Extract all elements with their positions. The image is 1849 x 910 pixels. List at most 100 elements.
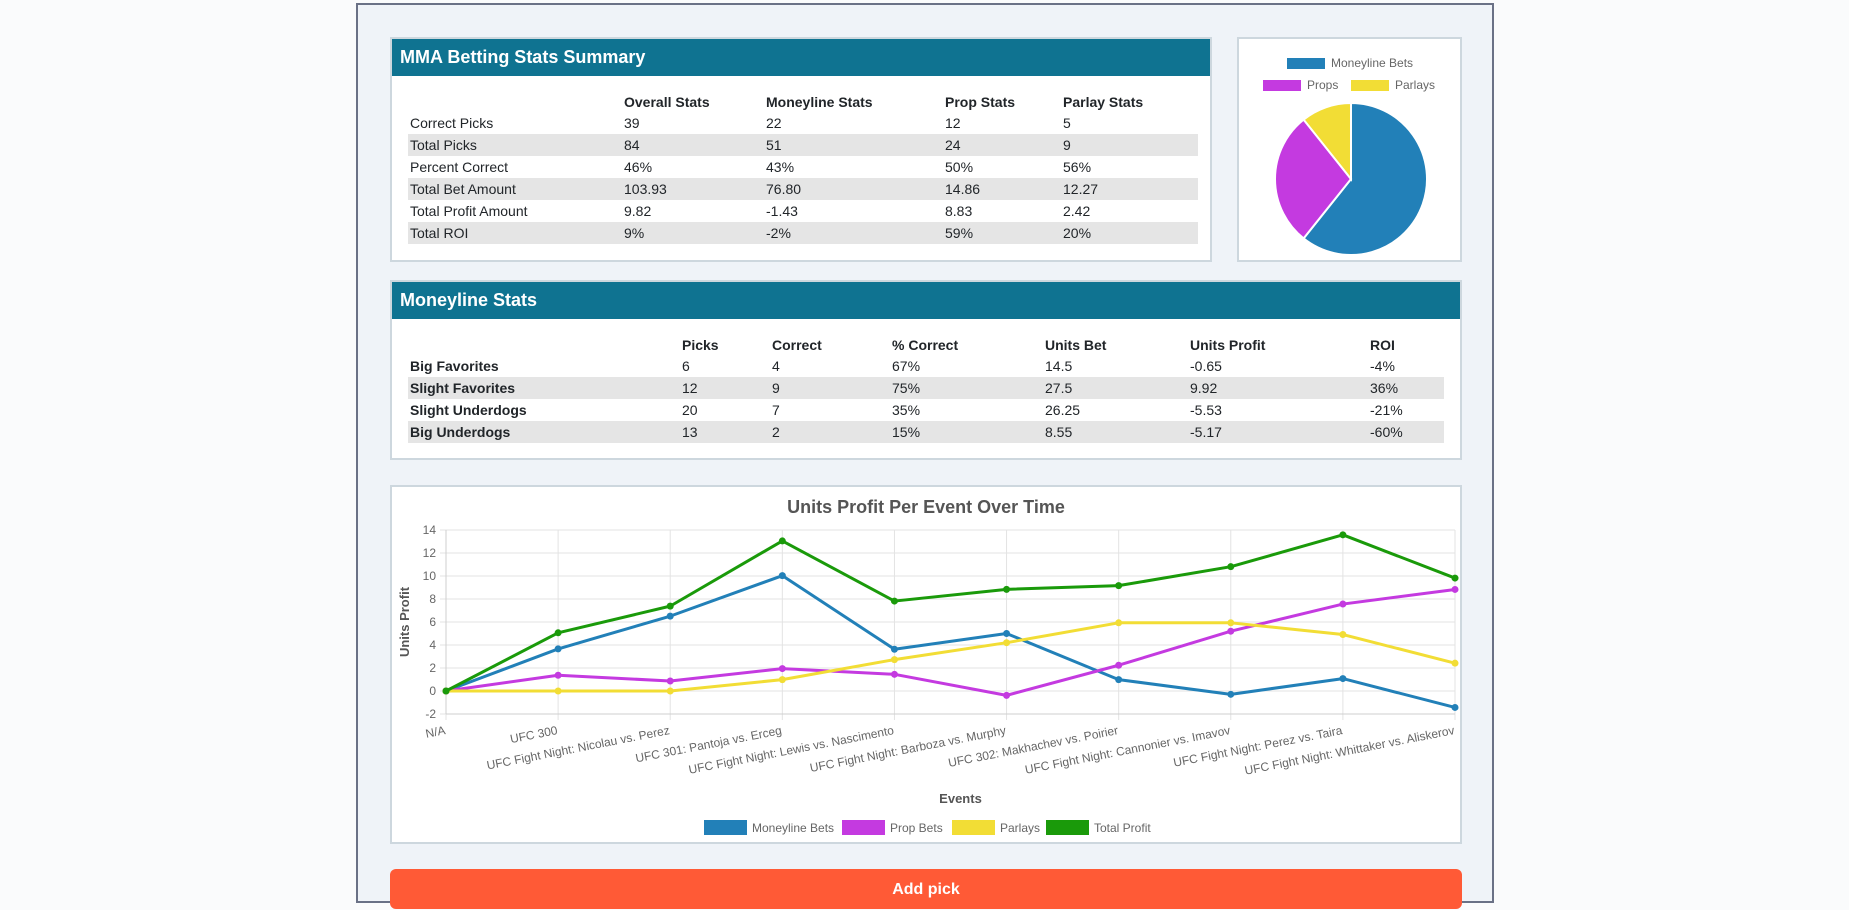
table-cell: 20%	[1063, 225, 1092, 241]
data-point[interactable]	[1115, 619, 1123, 627]
table-cell: 8.55	[1045, 424, 1073, 440]
table-cell: 9%	[624, 225, 645, 241]
data-point[interactable]	[1003, 630, 1011, 637]
data-point[interactable]	[1451, 585, 1459, 593]
data-point[interactable]	[666, 677, 674, 685]
column-header: Units Profit	[1190, 337, 1266, 353]
table-cell: 76.80	[766, 181, 802, 197]
table-row: Total Bet Amount 103.93 76.80 14.86 12.27	[408, 178, 1198, 200]
legend-label[interactable]: Parlays	[1000, 821, 1040, 835]
pie-legend-item[interactable]: Moneyline Bets	[1287, 56, 1413, 70]
chart-card: Units Profit Per Event Over Time -2 0 2 4 6 8…	[390, 485, 1462, 844]
table-cell: 5	[1063, 115, 1071, 131]
table-cell: 51	[766, 137, 782, 153]
pie-legend-item[interactable]: Props	[1263, 78, 1338, 92]
row-label: Percent Correct	[410, 159, 509, 175]
legend-label[interactable]: Moneyline Bets	[752, 821, 834, 835]
data-point[interactable]	[1227, 563, 1235, 571]
table-cell: 36%	[1370, 380, 1399, 396]
data-point[interactable]	[890, 670, 898, 678]
data-point[interactable]	[1339, 531, 1347, 539]
data-point[interactable]	[1227, 690, 1235, 698]
data-point[interactable]	[554, 671, 562, 679]
data-point[interactable]	[1003, 691, 1011, 699]
y-tick-label: 8	[429, 592, 436, 606]
data-point[interactable]	[442, 687, 450, 695]
data-point[interactable]	[1115, 582, 1123, 590]
legend-swatch[interactable]	[952, 820, 995, 835]
data-point[interactable]	[666, 612, 674, 620]
row-label: Total ROI	[410, 225, 469, 241]
summary-card: MMA Betting Stats Summary Overall Stats M…	[390, 37, 1212, 262]
pie-slice-moneyline[interactable]	[1302, 101, 1428, 256]
table-cell: 84	[624, 137, 640, 153]
column-header: Prop Stats	[945, 94, 1016, 110]
table-cell: 12.27	[1063, 181, 1099, 197]
data-point[interactable]	[1339, 631, 1347, 639]
table-cell: -60%	[1370, 424, 1403, 440]
row-label: Slight Favorites	[410, 380, 516, 396]
table-row: Big Underdogs 13 2 15% 8.55 -5.17 -60%	[408, 421, 1444, 443]
legend-label[interactable]: Prop Bets	[890, 821, 943, 835]
legend-swatch	[1287, 58, 1325, 70]
column-header: Parlay Stats	[1063, 94, 1144, 110]
legend-swatch	[1351, 80, 1389, 92]
pie-legend-item[interactable]: Parlays	[1351, 78, 1435, 92]
data-point[interactable]	[1227, 627, 1235, 635]
column-header: Overall Stats	[624, 94, 710, 110]
table-cell: 2	[772, 424, 780, 440]
legend-swatch[interactable]	[842, 820, 885, 835]
table-cell: -4%	[1370, 358, 1395, 374]
data-point[interactable]	[778, 537, 786, 545]
data-point[interactable]	[778, 665, 786, 673]
row-label: Big Favorites	[410, 358, 499, 374]
table-cell: 46%	[624, 159, 653, 175]
row-label: Total Bet Amount	[410, 181, 516, 197]
table-cell: 20	[682, 402, 698, 418]
data-point[interactable]	[1451, 659, 1459, 667]
table-row: Total ROI 9% -2% 59% 20%	[408, 222, 1198, 244]
data-point[interactable]	[666, 602, 674, 610]
y-tick-label: 12	[423, 546, 437, 560]
data-point[interactable]	[554, 645, 562, 653]
data-point[interactable]	[666, 687, 674, 695]
legend-label[interactable]: Total Profit	[1094, 821, 1151, 835]
summary-title: MMA Betting Stats Summary	[392, 39, 1210, 76]
add-pick-button[interactable]: Add pick	[390, 869, 1462, 909]
table-cell: -5.53	[1190, 402, 1222, 418]
data-point[interactable]	[1339, 675, 1347, 683]
pie-slice-parlays[interactable]	[1302, 101, 1352, 182]
data-point[interactable]	[778, 676, 786, 684]
table-cell: 9	[1063, 137, 1071, 153]
table-cell: 12	[945, 115, 961, 131]
row-label: Slight Underdogs	[410, 402, 527, 418]
table-cell: 14.86	[945, 181, 981, 197]
column-header: Moneyline Stats	[766, 94, 873, 110]
data-point[interactable]	[1227, 619, 1235, 627]
pie-slice-props[interactable]	[1274, 118, 1353, 240]
table-cell: 67%	[892, 358, 921, 374]
data-point[interactable]	[1339, 600, 1347, 608]
data-point[interactable]	[554, 687, 562, 695]
data-point[interactable]	[1115, 661, 1123, 669]
data-point[interactable]	[1451, 703, 1459, 711]
data-point[interactable]	[890, 645, 898, 653]
data-point[interactable]	[1115, 676, 1123, 684]
table-cell: 7	[772, 402, 780, 418]
data-point[interactable]	[890, 597, 898, 605]
pie-chart	[1274, 101, 1428, 256]
table-cell: 9.92	[1190, 380, 1218, 396]
table-cell: 12	[682, 380, 698, 396]
data-point[interactable]	[1003, 585, 1011, 593]
table-row: Big Favorites 6 4 67% 14.5 -0.65 -4%	[408, 355, 1444, 377]
data-point[interactable]	[1003, 639, 1011, 647]
table-row: Correct Picks 39 22 12 5	[408, 112, 1198, 134]
data-point[interactable]	[778, 572, 786, 580]
legend-swatch[interactable]	[1046, 820, 1089, 835]
data-point[interactable]	[1451, 574, 1459, 582]
data-point[interactable]	[890, 656, 898, 664]
data-point[interactable]	[554, 629, 562, 637]
series-line-parlays	[446, 621, 1456, 693]
legend-swatch[interactable]	[704, 820, 747, 835]
y-tick-label: 2	[429, 661, 436, 675]
